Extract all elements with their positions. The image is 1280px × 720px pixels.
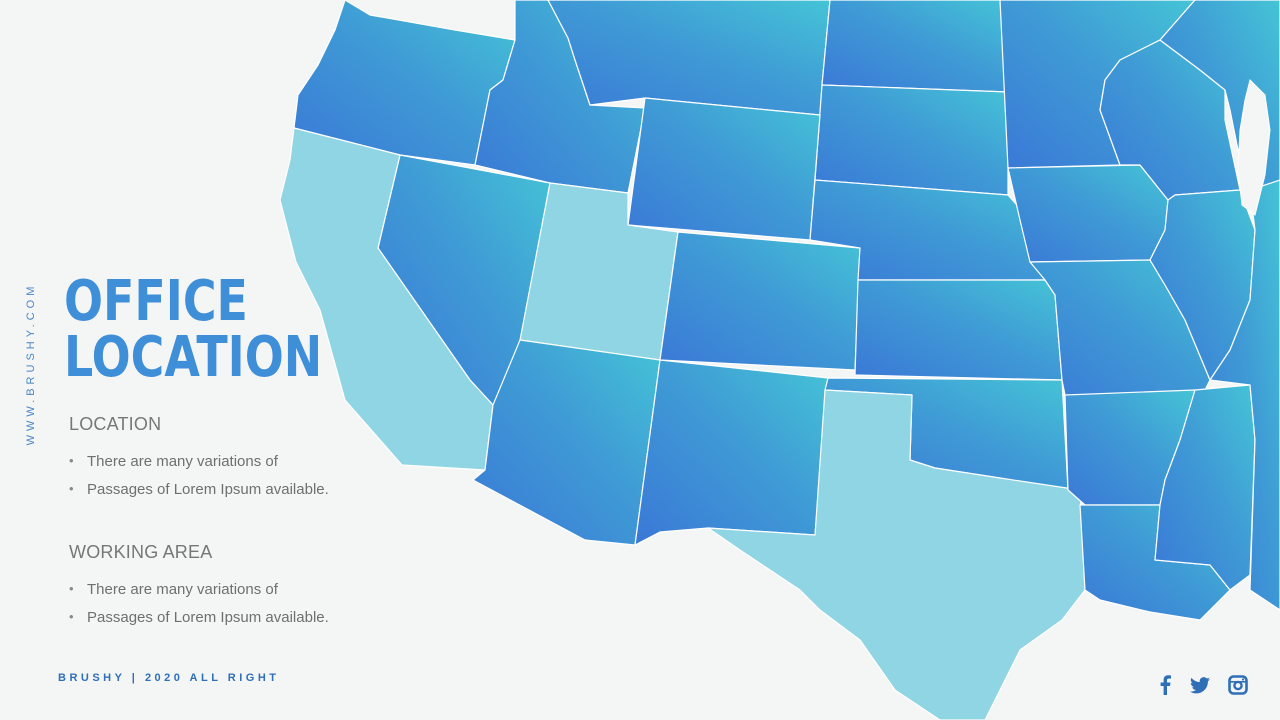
list-item: • Passages of Lorem Ipsum available. — [69, 609, 329, 637]
state-texas — [707, 389, 1086, 720]
bullet-icon: • — [69, 581, 74, 596]
twitter-icon[interactable] — [1189, 674, 1211, 696]
title-line-1: OFFICE — [64, 269, 248, 334]
state-iowa — [1007, 164, 1169, 263]
location-section: LOCATION • There are many variations of •… — [69, 414, 329, 509]
state-kansas — [854, 279, 1063, 381]
bullet-text: Passages of Lorem Ipsum available. — [87, 481, 329, 498]
list-item: • There are many variations of — [69, 453, 329, 481]
list-item: • There are many variations of — [69, 581, 329, 609]
working-area-heading: WORKING AREA — [69, 542, 213, 562]
east-region — [1209, 179, 1280, 611]
bullet-icon: • — [69, 453, 74, 468]
page-title: OFFICE LOCATION — [64, 274, 322, 386]
bullet-text: There are many variations of — [87, 453, 278, 470]
state-wyoming — [627, 97, 821, 241]
bullet-text: There are many variations of — [87, 581, 278, 598]
bullet-icon: • — [69, 609, 74, 624]
website-vertical-text: WWW.BRUSHY.COM — [25, 282, 37, 446]
title-line-2: LOCATION — [64, 325, 323, 390]
instagram-icon[interactable] — [1227, 674, 1249, 696]
facebook-icon[interactable] — [1158, 674, 1172, 696]
bullet-text: Passages of Lorem Ipsum available. — [87, 609, 329, 626]
footer-copyright: BRUSHY | 2020 ALL RIGHT — [58, 672, 280, 684]
list-item: • Passages of Lorem Ipsum available. — [69, 481, 329, 509]
state-south-dakota — [814, 84, 1009, 196]
bullet-icon: • — [69, 481, 74, 496]
state-colorado — [659, 231, 861, 371]
lake-michigan — [1237, 79, 1271, 216]
state-california — [279, 127, 494, 471]
working-area-section: WORKING AREA • There are many variations … — [69, 542, 329, 637]
state-new-mexico — [634, 359, 829, 546]
state-montana — [547, 0, 831, 116]
state-north-dakota — [821, 0, 1009, 93]
location-heading: LOCATION — [69, 414, 162, 434]
